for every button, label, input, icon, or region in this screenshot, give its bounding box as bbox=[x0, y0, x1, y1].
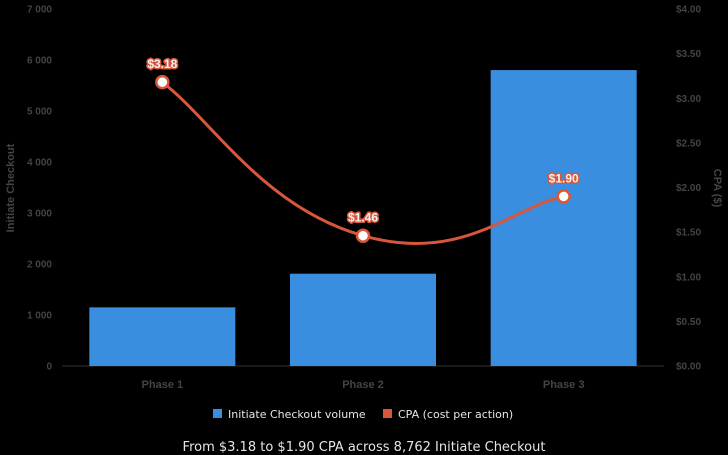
cpa-point bbox=[556, 189, 571, 204]
bar bbox=[490, 70, 637, 367]
bar bbox=[290, 273, 436, 366]
cpa-data-label: $3.18 bbox=[147, 57, 177, 71]
y-axis-title: Initiate Checkout bbox=[5, 143, 17, 232]
y2-tick-label: $0.00 bbox=[676, 362, 701, 373]
legend-label-volume: Initiate Checkout volume bbox=[228, 408, 366, 421]
y2-tick-label: $2.50 bbox=[676, 138, 701, 149]
legend-swatch-cpa bbox=[383, 409, 392, 418]
y-tick-label: 0 bbox=[46, 362, 52, 373]
y2-axis-title: CPA ($) bbox=[711, 169, 723, 208]
y-tick-label: 7 000 bbox=[27, 5, 52, 16]
y2-tick-label: $4.00 bbox=[676, 5, 701, 16]
y-tick-label: 1 000 bbox=[27, 311, 52, 322]
y2-tick-label: $0.50 bbox=[676, 317, 701, 328]
legend-label-cpa: CPA (cost per action) bbox=[398, 408, 513, 421]
cpa-points: $3.18 $1.46 $1.90 bbox=[146, 56, 581, 243]
y-tick-label: 6 000 bbox=[27, 56, 52, 67]
chart-caption: From $3.18 to $1.90 CPA across 8,762 Ini… bbox=[183, 440, 546, 455]
y2-tick-label: $1.50 bbox=[676, 228, 701, 239]
cpa-point bbox=[355, 228, 371, 243]
y-tick-label: 2 000 bbox=[27, 260, 52, 271]
y-axis-left: 0 1 000 2 000 3 000 4 000 5 000 6 000 7 000 bbox=[27, 5, 52, 373]
x-tick-label: Phase 3 bbox=[543, 379, 585, 391]
y2-tick-label: $3.00 bbox=[676, 94, 701, 105]
bars bbox=[89, 70, 637, 367]
x-axis-categories: Phase 1 Phase 2 Phase 3 bbox=[142, 379, 585, 391]
x-tick-label: Phase 2 bbox=[342, 379, 384, 391]
cpa-data-label: $1.90 bbox=[549, 171, 579, 185]
y2-tick-label: $3.50 bbox=[676, 49, 701, 60]
y-tick-label: 5 000 bbox=[27, 107, 52, 118]
y-axis-right: $0.00 $0.50 $1.00 $1.50 $2.00 $2.50 $3.00 $3.50… bbox=[676, 5, 701, 373]
x-tick-label: Phase 1 bbox=[142, 379, 184, 391]
legend: Initiate Checkout volume CPA (cost per a… bbox=[213, 408, 513, 421]
legend-swatch-volume bbox=[213, 409, 222, 418]
cpa-point bbox=[155, 74, 170, 90]
y2-tick-label: $1.00 bbox=[676, 272, 701, 283]
bar bbox=[89, 307, 236, 366]
y2-tick-label: $2.00 bbox=[676, 183, 701, 194]
cpa-data-label: $1.46 bbox=[348, 211, 378, 225]
y-tick-label: 4 000 bbox=[27, 158, 52, 169]
y-tick-label: 3 000 bbox=[27, 209, 52, 220]
